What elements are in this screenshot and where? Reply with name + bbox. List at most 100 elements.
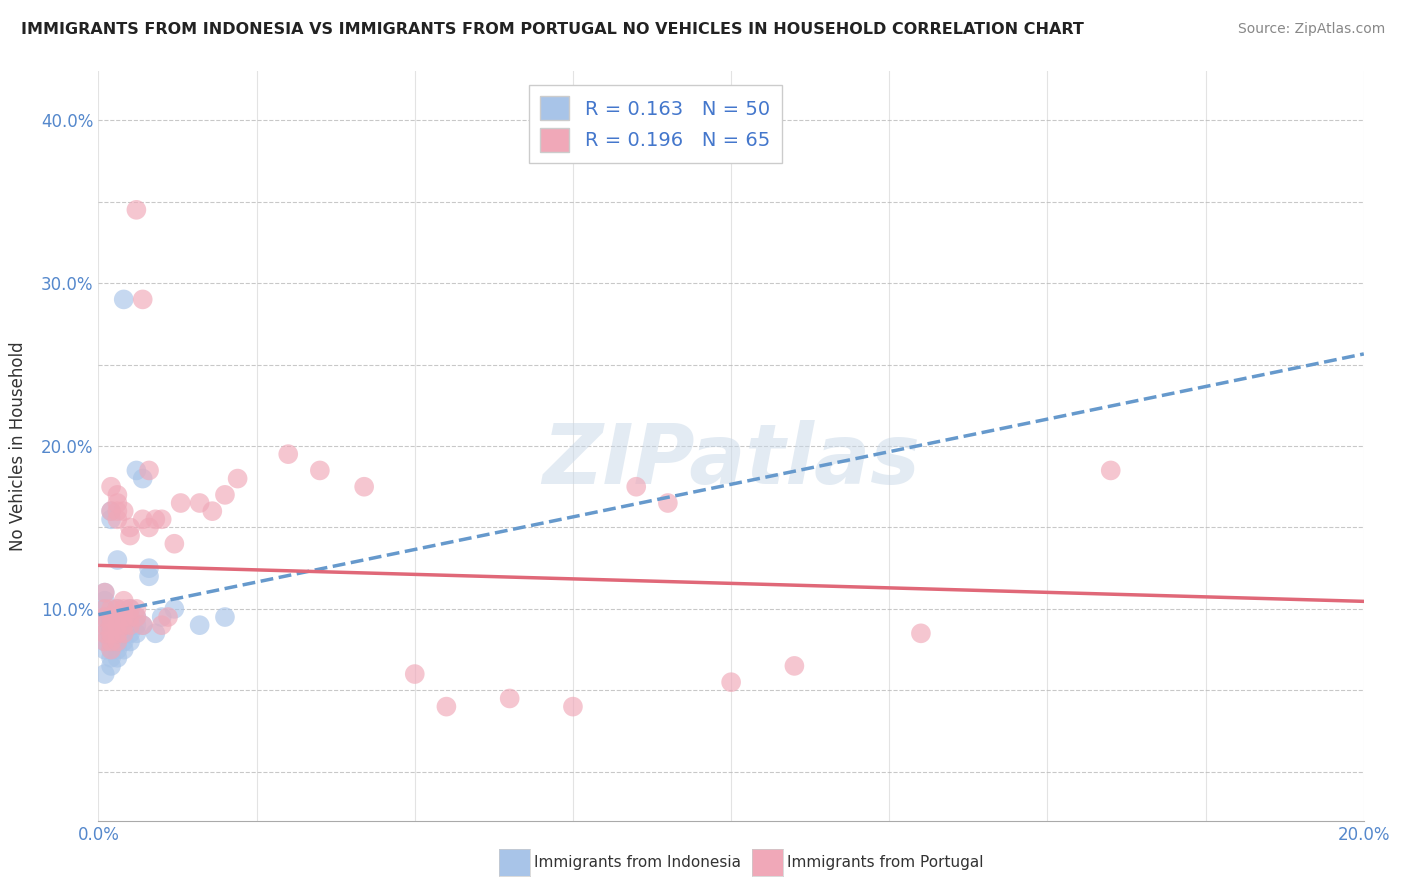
Point	[112, 618, 135, 632]
Point	[107, 602, 129, 616]
Point	[120, 618, 141, 632]
Point	[120, 610, 141, 624]
Point	[783, 659, 806, 673]
Point	[107, 488, 129, 502]
Point	[93, 610, 117, 624]
Point	[145, 626, 166, 640]
Point	[100, 642, 122, 657]
Point	[561, 699, 585, 714]
Point	[100, 642, 122, 657]
Point	[226, 472, 249, 486]
Point	[145, 512, 166, 526]
Point	[353, 480, 375, 494]
Point	[112, 504, 135, 518]
Point	[112, 626, 135, 640]
Point	[100, 626, 122, 640]
Point	[120, 618, 141, 632]
Point	[125, 610, 148, 624]
Point	[112, 618, 135, 632]
Point	[309, 463, 332, 477]
Point	[120, 634, 141, 648]
Point	[100, 650, 122, 665]
Point	[107, 618, 129, 632]
Point	[157, 610, 180, 624]
Point	[100, 634, 122, 648]
Point	[100, 504, 122, 518]
Point	[125, 618, 148, 632]
Point	[93, 610, 117, 624]
Point	[100, 626, 122, 640]
Point	[112, 593, 135, 607]
Point	[138, 569, 160, 583]
Text: Immigrants from Portugal: Immigrants from Portugal	[787, 855, 984, 870]
Point	[107, 602, 129, 616]
Point	[100, 618, 122, 632]
Point	[93, 585, 117, 599]
Point	[1099, 463, 1122, 477]
Point	[93, 618, 117, 632]
Point	[112, 610, 135, 624]
Point	[93, 618, 117, 632]
Point	[150, 512, 173, 526]
Point	[214, 488, 236, 502]
Point	[132, 293, 155, 307]
Text: Immigrants from Indonesia: Immigrants from Indonesia	[534, 855, 741, 870]
Point	[107, 618, 129, 632]
Point	[910, 626, 932, 640]
Point	[132, 618, 155, 632]
Point	[132, 512, 155, 526]
Point	[404, 667, 426, 681]
Point	[125, 463, 148, 477]
Point	[188, 618, 211, 632]
Point	[93, 634, 117, 648]
Point	[93, 585, 117, 599]
Point	[107, 634, 129, 648]
Point	[112, 626, 135, 640]
Point	[112, 634, 135, 648]
Point	[100, 610, 122, 624]
Point	[93, 667, 117, 681]
Text: IMMIGRANTS FROM INDONESIA VS IMMIGRANTS FROM PORTUGAL NO VEHICLES IN HOUSEHOLD C: IMMIGRANTS FROM INDONESIA VS IMMIGRANTS …	[21, 22, 1084, 37]
Point	[125, 626, 148, 640]
Point	[150, 618, 173, 632]
Point	[132, 472, 155, 486]
Point	[107, 650, 129, 665]
Legend: R = 0.163   N = 50, R = 0.196   N = 65: R = 0.163 N = 50, R = 0.196 N = 65	[529, 85, 782, 163]
Point	[132, 618, 155, 632]
Point	[120, 528, 141, 542]
Point	[107, 626, 129, 640]
Point	[93, 634, 117, 648]
Point	[112, 602, 135, 616]
Point	[169, 496, 191, 510]
Point	[112, 610, 135, 624]
Point	[107, 496, 129, 510]
Point	[107, 610, 129, 624]
Point	[107, 504, 129, 518]
Point	[138, 520, 160, 534]
Point	[657, 496, 679, 510]
Point	[120, 520, 141, 534]
Point	[93, 602, 117, 616]
Point	[120, 602, 141, 616]
Text: ZIPatlas: ZIPatlas	[543, 420, 920, 501]
Point	[125, 610, 148, 624]
Point	[100, 618, 122, 632]
Point	[100, 610, 122, 624]
Point	[93, 642, 117, 657]
Point	[120, 610, 141, 624]
Point	[277, 447, 299, 461]
Point	[107, 642, 129, 657]
Point	[720, 675, 742, 690]
Point	[125, 202, 148, 217]
Point	[100, 504, 122, 518]
Point	[107, 512, 129, 526]
Point	[93, 602, 117, 616]
Point	[188, 496, 211, 510]
Y-axis label: No Vehicles in Household: No Vehicles in Household	[10, 341, 27, 551]
Point	[201, 504, 224, 518]
Point	[100, 512, 122, 526]
Point	[93, 626, 117, 640]
Point	[120, 602, 141, 616]
Point	[150, 610, 173, 624]
Point	[112, 293, 135, 307]
